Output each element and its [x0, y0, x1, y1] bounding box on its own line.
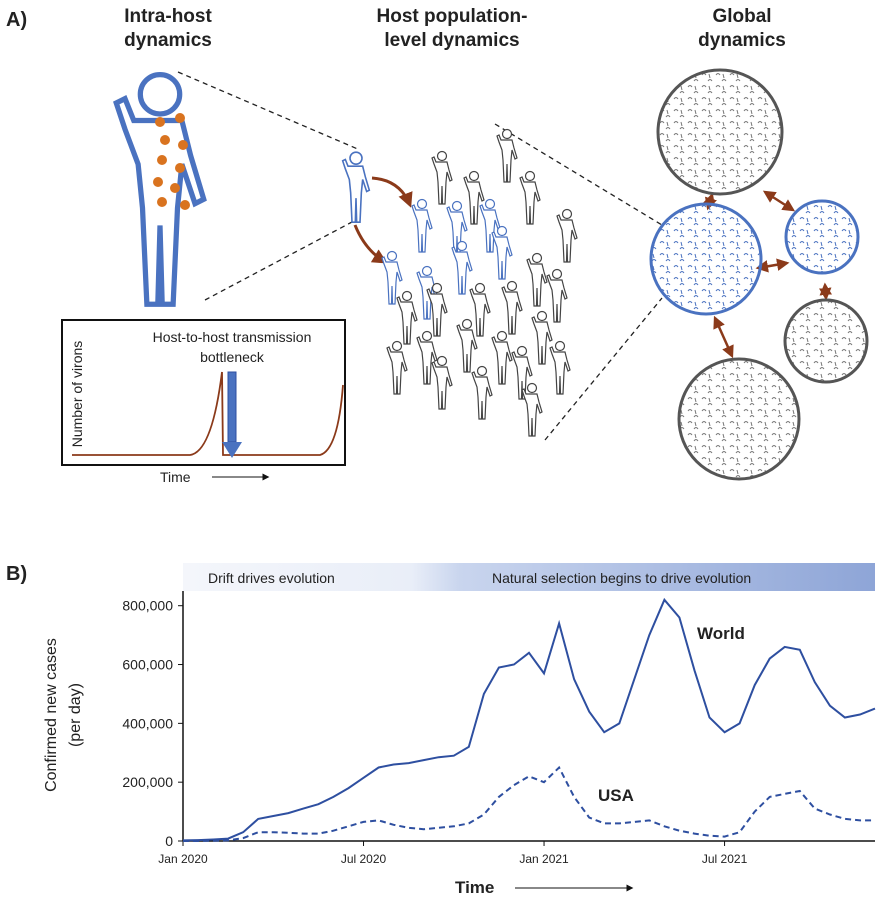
- person: [556, 208, 578, 263]
- column-title: Intra-host: [124, 6, 212, 27]
- x-tick-label: Jan 2021: [519, 852, 569, 866]
- person: [411, 198, 433, 253]
- host-body: [116, 75, 204, 305]
- series-line: [182, 597, 876, 842]
- person: [381, 250, 403, 305]
- y-axis-label: Confirmed new cases: [43, 638, 60, 792]
- person: [526, 252, 548, 307]
- person: [491, 330, 513, 385]
- x-tick-label: Jul 2021: [702, 852, 748, 866]
- column-title: Global: [712, 6, 771, 27]
- inset-y-label: Number of virons: [69, 341, 85, 448]
- person: [451, 240, 473, 295]
- bottleneck-arrow-head: [222, 442, 242, 458]
- inset-x-label: Time: [160, 469, 191, 485]
- person: [431, 150, 453, 205]
- y-tick-label: 600,000: [122, 657, 173, 673]
- y-tick-label: 800,000: [122, 598, 173, 614]
- x-tick-label: Jul 2020: [341, 852, 387, 866]
- bottleneck-arrow: [227, 371, 237, 443]
- y-axis-label: (per day): [67, 683, 84, 747]
- person: [431, 355, 453, 410]
- panel-a: A) Intra-host dynamics Host population- …: [6, 6, 869, 485]
- series-label: USA: [598, 786, 634, 805]
- global-links: [703, 190, 832, 359]
- person: [469, 282, 491, 337]
- panel-label: A): [6, 9, 27, 31]
- panel-label: B): [6, 563, 27, 585]
- person: [519, 170, 541, 225]
- virions: [153, 113, 190, 210]
- person: [456, 318, 478, 373]
- series-line: [183, 765, 875, 842]
- panel-b: B) Drift drives evolution Natural select…: [6, 563, 876, 897]
- person: [416, 330, 438, 385]
- zoom-lines: [177, 71, 663, 441]
- person: [549, 340, 571, 395]
- person: [396, 290, 418, 345]
- person: [463, 170, 485, 225]
- host: [341, 151, 371, 223]
- person: [491, 225, 513, 280]
- person: [521, 382, 543, 437]
- transmission-arrow: [353, 224, 388, 264]
- column-title: Host population-: [377, 6, 528, 27]
- y-tick-label: 0: [165, 833, 173, 849]
- transmission-arrow: [371, 176, 413, 208]
- virion-curve: [72, 371, 344, 456]
- person: [531, 310, 553, 365]
- person: [546, 268, 568, 323]
- x-tick-label: Jan 2020: [158, 852, 208, 866]
- person: [386, 340, 408, 395]
- inset-title: bottleneck: [200, 349, 265, 365]
- column-title: dynamics: [124, 30, 212, 51]
- y-tick-label: 400,000: [122, 715, 173, 731]
- person: [496, 128, 518, 183]
- series-label: World: [697, 624, 745, 643]
- population: [381, 128, 578, 437]
- inset-title: Host-to-host transmission: [153, 329, 312, 345]
- person: [501, 280, 523, 335]
- phase-band: [183, 563, 875, 591]
- phase-label: Drift drives evolution: [208, 570, 335, 586]
- x-axis-label: Time: [455, 878, 494, 897]
- inset-box: [61, 319, 346, 466]
- column-title: dynamics: [698, 30, 786, 51]
- column-title: level dynamics: [384, 30, 519, 51]
- person: [471, 365, 493, 420]
- populations: [649, 68, 869, 481]
- phase-label: Natural selection begins to drive evolut…: [492, 570, 751, 586]
- y-tick-label: 200,000: [122, 774, 173, 790]
